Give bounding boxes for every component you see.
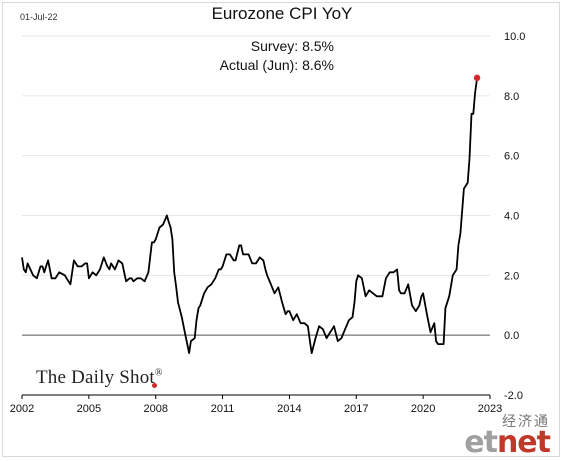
y-tick-label: 10.0 <box>504 31 525 43</box>
brand-logo-text: The Daily Shot® <box>36 367 163 389</box>
x-tick-label: 2014 <box>277 403 301 415</box>
x-tick-label: 2017 <box>344 403 368 415</box>
watermark-net: net <box>496 425 551 460</box>
x-tick-label: 2023 <box>478 403 502 415</box>
survey-annotation: Survey: 8.5% <box>250 38 334 54</box>
y-tick-label: 4.0 <box>504 211 519 223</box>
watermark-etnet: etnet <box>464 425 551 460</box>
last-point-marker <box>473 74 481 82</box>
watermark-chinese: 经济通 <box>502 414 550 430</box>
cpi-series-line <box>21 77 478 354</box>
x-tick-label: 2008 <box>143 403 167 415</box>
date-stamp: 01-Jul-22 <box>20 12 58 22</box>
y-tick-label: 2.0 <box>504 270 519 282</box>
x-tick-label: 2020 <box>411 403 435 415</box>
chart-title: Eurozone CPI YoY <box>211 4 353 23</box>
y-tick-label: 6.0 <box>504 151 519 163</box>
y-tick-label: 0.0 <box>504 330 519 342</box>
x-tick-label: 2005 <box>77 403 101 415</box>
y-tick-label: 8.0 <box>504 91 519 103</box>
watermark-et: et <box>464 425 498 460</box>
brand-registered-mark: ® <box>154 367 163 379</box>
x-tick-label: 2011 <box>211 403 235 415</box>
y-tick-label: -2.0 <box>504 390 523 402</box>
x-tick-label: 2002 <box>10 403 34 415</box>
brand-dot <box>152 383 157 388</box>
actual-annotation: Actual (Jun): 8.6% <box>219 57 334 73</box>
brand-name: The Daily Shot <box>36 367 155 388</box>
chart-frame <box>2 2 560 457</box>
